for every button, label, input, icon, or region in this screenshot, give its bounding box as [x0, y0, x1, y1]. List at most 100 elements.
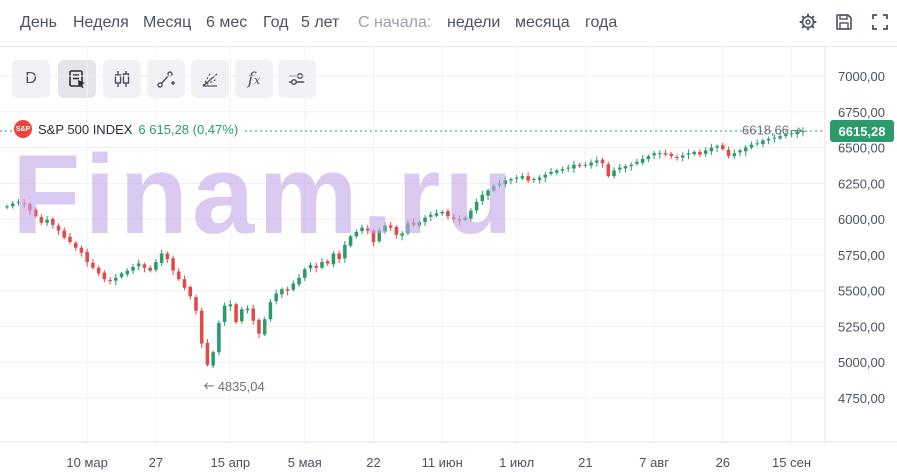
candle-body[interactable]: [16, 202, 21, 204]
fullscreen-icon[interactable]: [869, 11, 891, 33]
candle-body[interactable]: [199, 310, 204, 344]
candle-body[interactable]: [566, 167, 570, 169]
candle-body[interactable]: [171, 258, 175, 271]
candle-body[interactable]: [73, 242, 78, 248]
candle-body[interactable]: [486, 190, 490, 196]
period-week[interactable]: Неделя: [73, 14, 129, 31]
candle-body[interactable]: [406, 223, 410, 234]
candle-body[interactable]: [228, 304, 233, 307]
candle-body[interactable]: [154, 262, 158, 270]
cursor-tool-button[interactable]: [58, 60, 96, 98]
candle-body[interactable]: [721, 145, 725, 149]
candle-body[interactable]: [148, 267, 152, 271]
candle-body[interactable]: [451, 217, 456, 220]
candle-body[interactable]: [274, 293, 278, 302]
candle-body[interactable]: [606, 164, 611, 177]
candle-body[interactable]: [686, 153, 691, 155]
candle-body[interactable]: [514, 177, 519, 179]
candle-body[interactable]: [320, 262, 324, 268]
candle-body[interactable]: [291, 283, 296, 290]
candle-body[interactable]: [520, 176, 525, 179]
candle-body[interactable]: [325, 261, 330, 264]
candle-body[interactable]: [749, 144, 754, 148]
fibonacci-button[interactable]: [191, 60, 229, 98]
since-week[interactable]: недели: [447, 14, 501, 31]
candle-body[interactable]: [366, 228, 370, 231]
candle-body[interactable]: [457, 219, 462, 221]
candle-body[interactable]: [434, 213, 439, 216]
candle-body[interactable]: [709, 147, 714, 152]
candle-body[interactable]: [45, 219, 49, 223]
candle-body[interactable]: [640, 159, 645, 163]
candle-body[interactable]: [743, 147, 748, 152]
candle-body[interactable]: [583, 164, 588, 166]
candle-body[interactable]: [33, 209, 38, 217]
candle-body[interactable]: [136, 263, 141, 267]
candle-body[interactable]: [303, 269, 307, 278]
candle-body[interactable]: [617, 167, 622, 170]
candle-body[interactable]: [698, 151, 702, 155]
candle-body[interactable]: [423, 217, 427, 222]
candle-body[interactable]: [761, 140, 765, 145]
candle-body[interactable]: [337, 253, 341, 260]
candle-body[interactable]: [251, 308, 256, 321]
candle-body[interactable]: [600, 159, 605, 164]
candle-body[interactable]: [257, 319, 261, 334]
candle-body[interactable]: [635, 161, 639, 164]
candle-body[interactable]: [165, 253, 170, 260]
candle-body[interactable]: [623, 166, 628, 169]
candle-body[interactable]: [726, 149, 731, 157]
candle-body[interactable]: [268, 302, 273, 320]
candle-body[interactable]: [560, 169, 565, 171]
candle-body[interactable]: [91, 262, 95, 268]
candle-body[interactable]: [383, 225, 387, 232]
candle-body[interactable]: [22, 203, 26, 205]
candle-body[interactable]: [755, 143, 759, 145]
candle-body[interactable]: [182, 279, 187, 288]
settings-sliders-button[interactable]: [278, 60, 316, 98]
candle-body[interactable]: [394, 226, 399, 235]
candle-body[interactable]: [159, 253, 164, 263]
candle-body[interactable]: [669, 153, 674, 157]
candle-body[interactable]: [554, 170, 559, 173]
candle-body[interactable]: [732, 153, 737, 157]
candle-body[interactable]: [417, 221, 422, 226]
candle-body[interactable]: [480, 194, 485, 202]
price-chart[interactable]: 7000,00 6750,00 6500,00 6250,00 6000,00 5750,…: [0, 47, 897, 472]
candle-body[interactable]: [354, 231, 359, 237]
candle-body[interactable]: [102, 272, 107, 280]
candle-body[interactable]: [778, 136, 782, 139]
candle-body[interactable]: [56, 225, 61, 231]
candle-body[interactable]: [211, 352, 215, 366]
candle-body[interactable]: [549, 171, 553, 174]
candle-body[interactable]: [51, 218, 55, 225]
candle-body[interactable]: [131, 267, 135, 271]
interval-button[interactable]: D: [12, 60, 50, 98]
candle-body[interactable]: [28, 204, 32, 211]
period-5-years[interactable]: 5 лет: [301, 14, 340, 31]
candle-body[interactable]: [360, 227, 364, 232]
candle-body[interactable]: [509, 179, 513, 181]
period-year[interactable]: Год: [263, 14, 289, 31]
candle-body[interactable]: [217, 322, 221, 353]
candle-body[interactable]: [543, 174, 548, 178]
candle-body[interactable]: [5, 206, 9, 208]
candle-body[interactable]: [652, 153, 656, 156]
candle-body[interactable]: [194, 297, 198, 311]
indicators-button[interactable]: fx: [235, 60, 273, 98]
chart-type-button[interactable]: [103, 60, 141, 98]
candle-body[interactable]: [188, 286, 193, 297]
candle-body[interactable]: [68, 236, 72, 243]
candle-body[interactable]: [772, 137, 777, 139]
candle-body[interactable]: [629, 164, 633, 167]
candle-body[interactable]: [738, 150, 742, 153]
candle-body[interactable]: [119, 273, 124, 277]
instrument-name[interactable]: S&P 500 INDEX: [38, 121, 133, 137]
gear-icon[interactable]: [797, 11, 819, 33]
candle-body[interactable]: [795, 131, 800, 135]
candle-body[interactable]: [245, 308, 250, 311]
candle-body[interactable]: [85, 251, 89, 263]
candle-body[interactable]: [766, 138, 771, 141]
candle-body[interactable]: [108, 280, 112, 282]
since-month[interactable]: месяца: [515, 14, 570, 31]
